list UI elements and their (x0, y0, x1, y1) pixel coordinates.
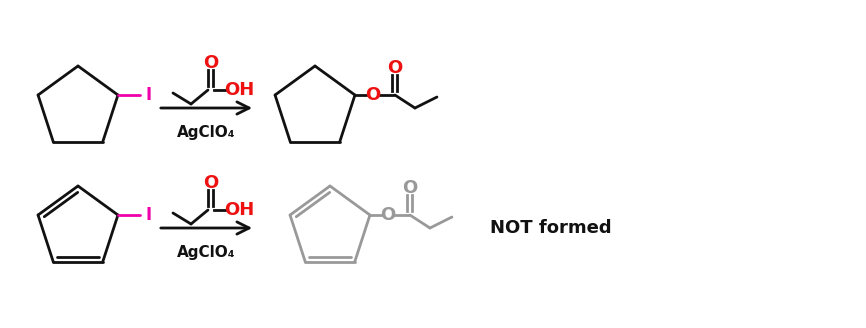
Text: OH: OH (224, 201, 254, 219)
Text: AgClO₄: AgClO₄ (177, 125, 236, 139)
Text: OH: OH (224, 81, 254, 99)
Text: O: O (402, 179, 417, 197)
Text: O: O (387, 59, 402, 77)
Text: NOT formed: NOT formed (490, 219, 611, 237)
Text: AgClO₄: AgClO₄ (177, 244, 236, 259)
Text: I: I (146, 86, 152, 104)
Text: O: O (203, 174, 218, 192)
Text: O: O (203, 54, 218, 72)
Text: O: O (365, 86, 380, 104)
Text: I: I (146, 206, 152, 224)
Text: O: O (380, 206, 396, 224)
